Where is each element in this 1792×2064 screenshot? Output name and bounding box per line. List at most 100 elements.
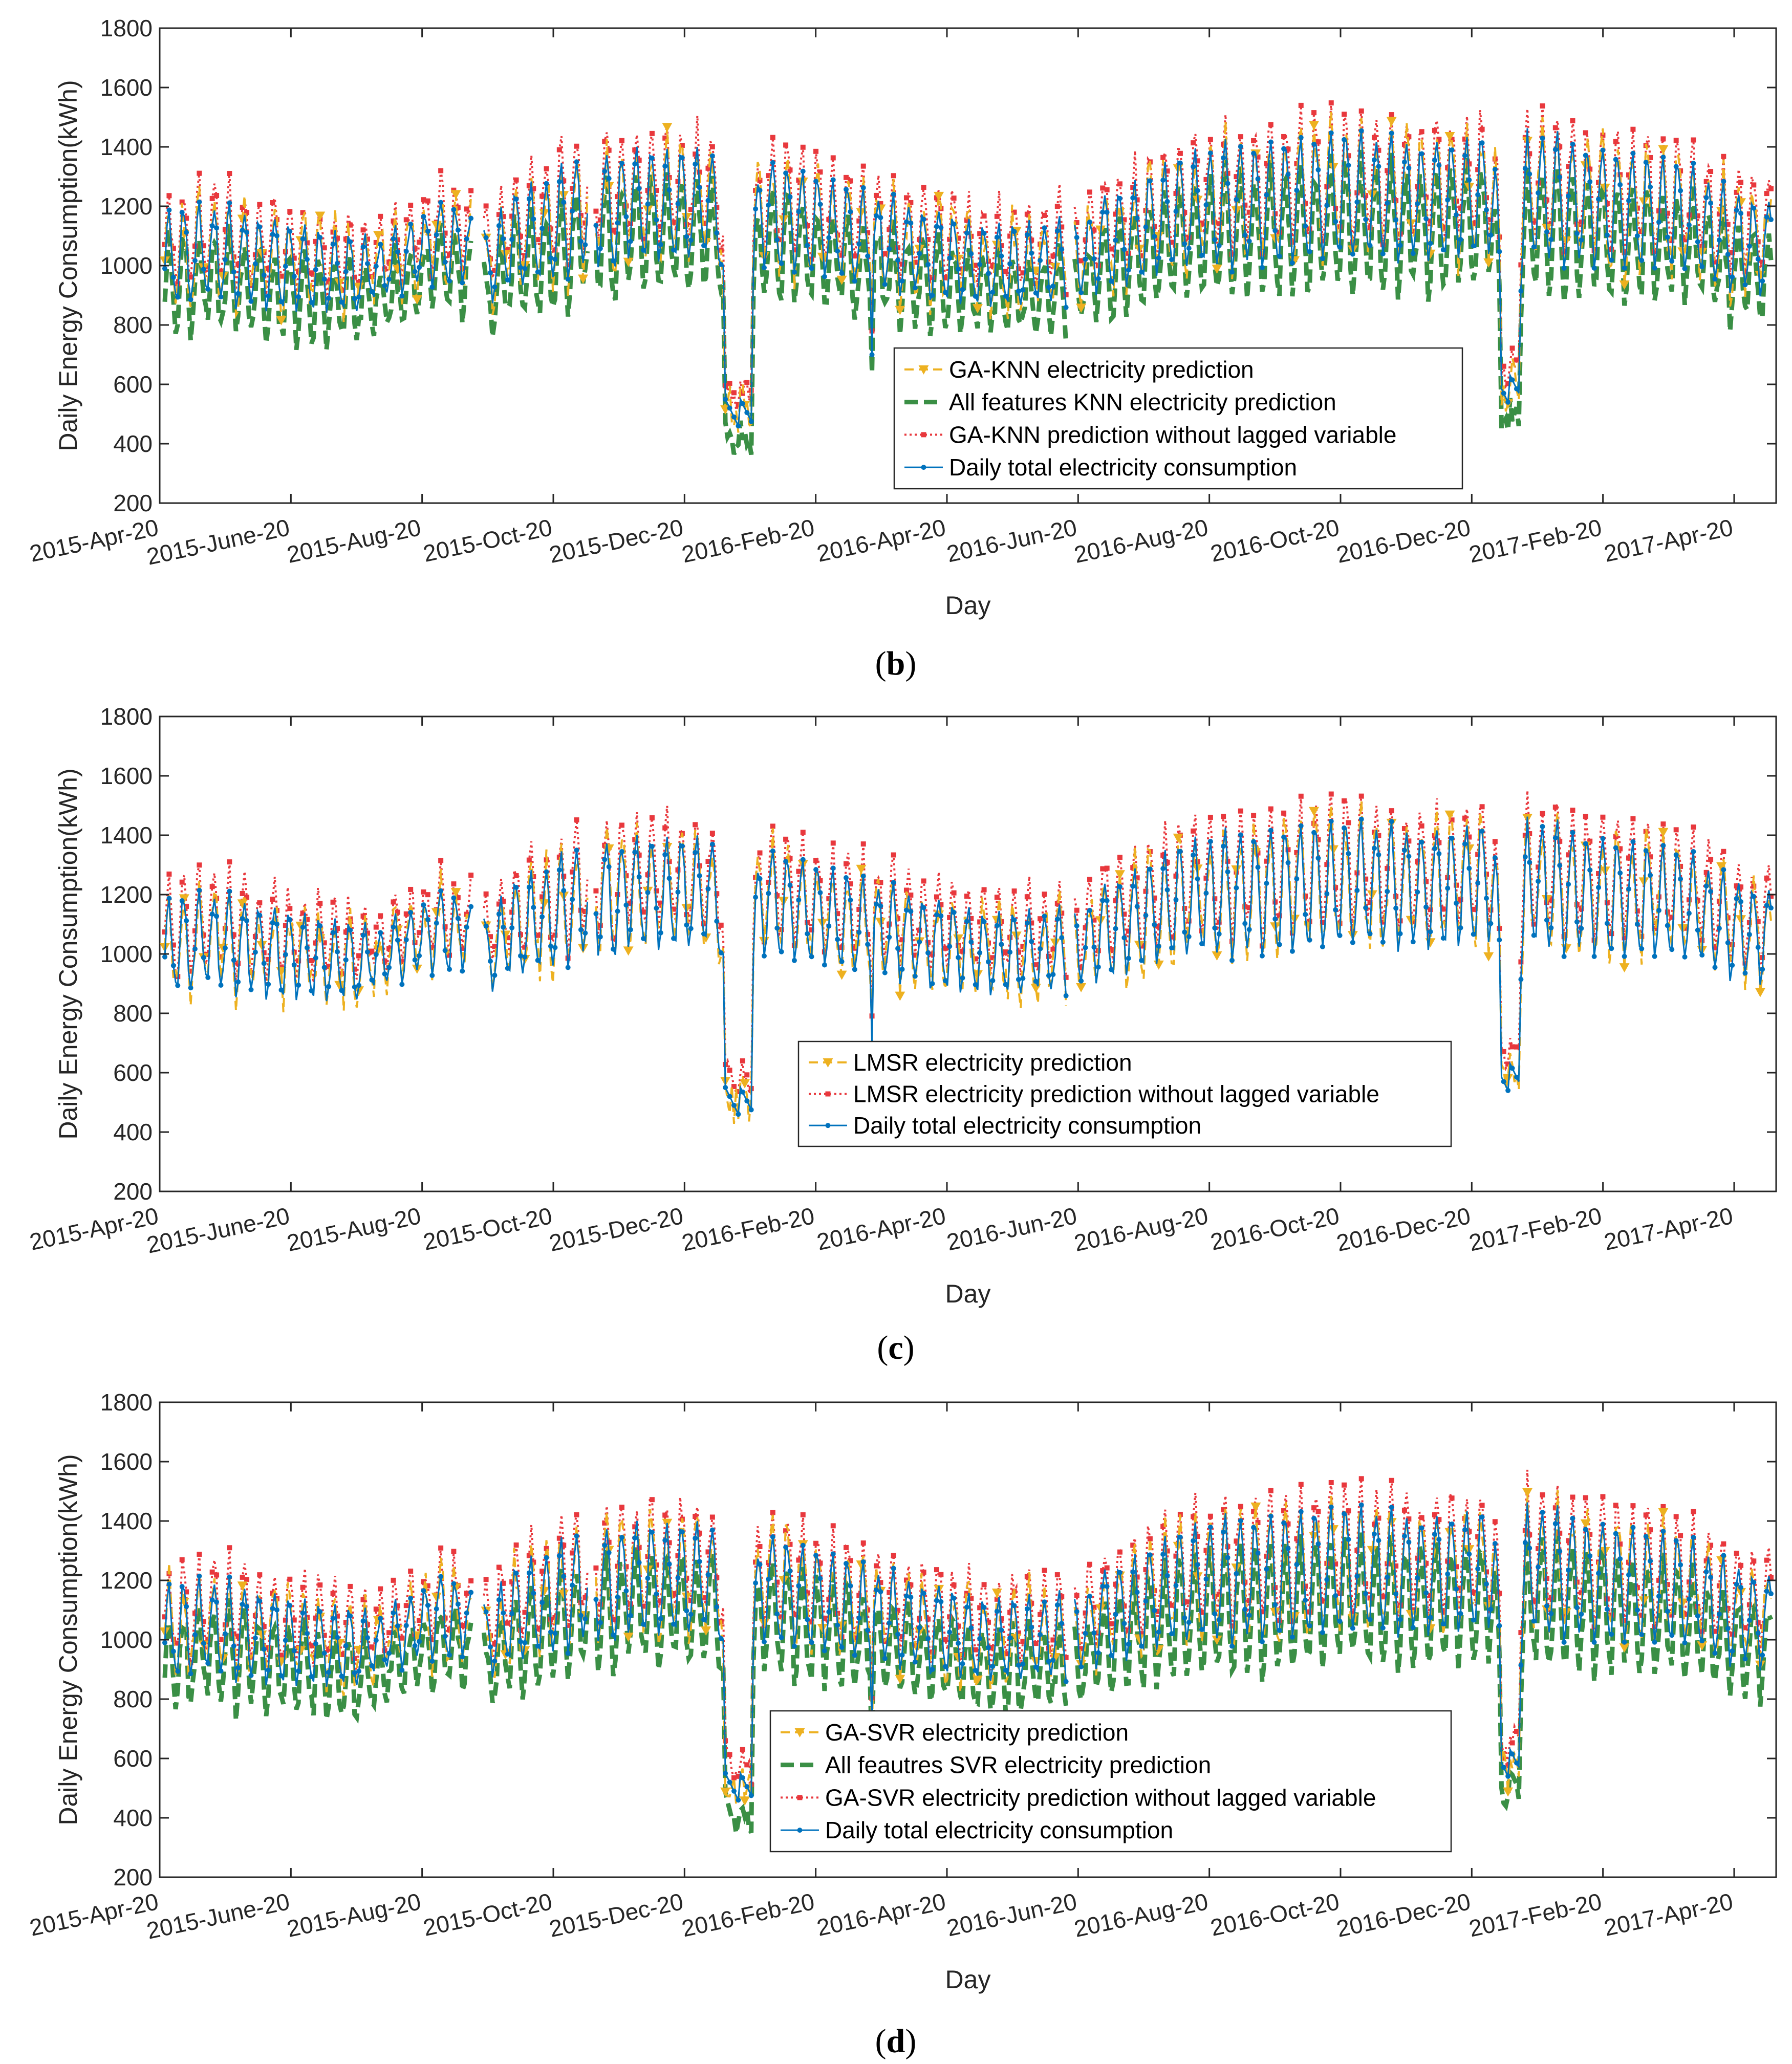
series-marker-blue [766,890,771,896]
series-marker-blue [878,1589,883,1595]
series-marker-blue [1509,1066,1515,1071]
series-marker-red [1328,1480,1334,1485]
series-marker-blue [999,1627,1004,1633]
series-marker-blue [774,1611,780,1617]
series-marker-red [1346,153,1351,159]
series-marker-blue [1410,251,1416,256]
series-marker-blue [1574,1605,1580,1611]
series-marker-blue [1033,290,1039,296]
series-marker-blue [1600,147,1606,153]
series-marker-red [1527,151,1532,157]
series-marker-blue [1038,1632,1043,1637]
series-marker-blue [602,1542,608,1548]
series-marker-red [641,909,646,915]
series-marker-red [425,892,430,898]
series-marker-red [1109,947,1114,952]
series-marker-blue [1760,1652,1765,1658]
series-marker-blue [977,950,983,955]
series-marker-blue [1410,1625,1416,1631]
series-marker-blue [1596,197,1602,202]
series-marker-blue [1038,946,1043,951]
series-marker-red [218,1637,224,1642]
series-marker-blue [1751,205,1757,211]
series-marker-blue [1199,252,1205,258]
series-marker-blue [1087,1593,1092,1599]
series-marker-red [451,1549,457,1554]
series-marker-gold [1212,1635,1222,1645]
series-marker-red [1054,204,1060,209]
series-marker-blue [531,216,536,222]
series-marker-blue [531,1591,536,1596]
series-marker-blue [611,1632,616,1638]
series-marker-gold [1716,862,1727,872]
series-marker-blue [334,260,340,266]
series-marker-red [1544,1576,1549,1581]
series-marker-blue [1376,1538,1381,1544]
series-marker-red [641,236,646,242]
series-marker-blue [1587,179,1593,185]
series-marker-red [636,157,642,163]
series-marker-red [899,937,905,943]
series-marker-blue [451,895,457,901]
series-marker-blue [570,208,575,214]
series-marker-red [938,902,944,907]
series-marker-gold [1212,264,1222,274]
series-marker-blue [526,196,532,202]
series-marker-blue [509,925,515,930]
series-marker-red [787,167,793,173]
series-marker-red [356,953,362,959]
series-marker-blue [1518,976,1524,982]
series-marker-red [654,888,659,894]
series-marker-red [709,831,715,836]
series-marker-red [496,1565,502,1570]
series-marker-blue [1303,223,1308,229]
series-marker-blue [1104,898,1110,903]
series-marker-red [287,209,293,214]
series-marker-blue [1164,199,1170,204]
series-marker-red [192,1610,198,1616]
series-marker-blue [1604,232,1610,238]
series-marker-red [1160,852,1166,858]
series-marker-red [1216,221,1222,227]
series-marker-blue [201,267,206,272]
legend-label: LMSR electricity prediction [853,1049,1132,1076]
series-marker-blue [1514,386,1519,392]
series-marker-red [283,1617,288,1623]
series-marker-blue [1333,219,1338,224]
series-marker-blue [492,284,498,290]
series-marker-red [981,213,987,219]
series-marker-red [1721,1541,1726,1547]
series-marker-blue [1492,166,1498,172]
series-marker-red [757,178,763,183]
series-marker-red [1509,1044,1515,1050]
series-marker-blue [628,927,633,932]
series-marker-blue [464,1610,469,1616]
series-marker-red [1117,855,1122,860]
series-marker-blue [492,972,498,978]
series-marker-red [1703,179,1709,184]
series-marker-blue [1764,214,1769,220]
series-marker-blue [257,1598,263,1604]
series-marker-red [1346,820,1351,825]
series-marker-red [783,142,789,148]
series-marker-red [848,1558,853,1563]
series-marker-gold [500,250,511,259]
series-marker-blue [1587,867,1593,873]
series-marker-blue [977,1636,983,1641]
series-marker-blue [709,153,715,159]
y-tick-label: 1600 [100,1448,153,1475]
series-marker-red [930,275,935,280]
series-marker-red [981,887,987,893]
series-marker-red [1087,1561,1092,1567]
series-marker-blue [1531,932,1537,938]
series-marker-red [386,1630,392,1636]
series-marker-blue [1091,1630,1097,1636]
series-marker-blue [679,155,685,161]
series-marker-red [1016,1630,1021,1636]
series-marker-blue [1561,1639,1567,1645]
series-marker-blue [1195,876,1200,882]
series-marker-red [774,1579,780,1585]
series-marker-blue [468,904,474,909]
series-marker-blue [757,187,763,193]
series-marker-blue [990,977,996,983]
